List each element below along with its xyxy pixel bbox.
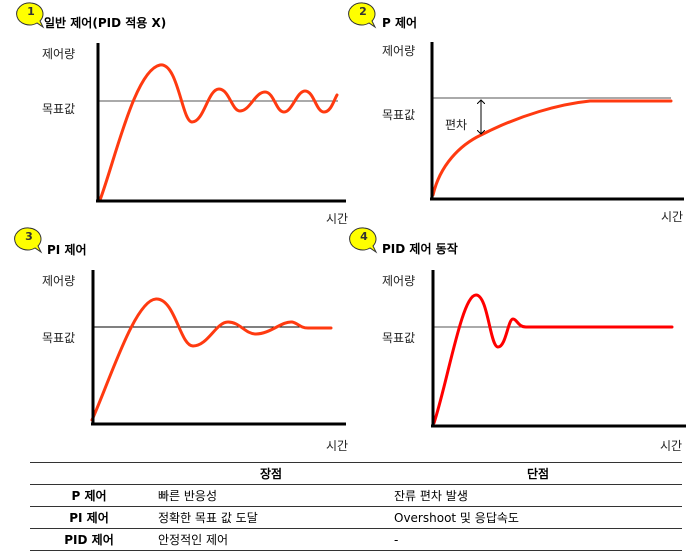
panel-2-title: P 제어 [382,16,418,30]
panel-2-target-label: 목표값 [382,108,416,122]
chart-pi-control [90,270,346,426]
badge-3-number: 3 [25,230,33,243]
row-advantage: 정확한 목표 값 도달 [148,506,394,529]
panel-1-target-label: 목표값 [42,102,76,116]
badge-2-icon [348,2,377,29]
panel-3-x-label: 시간 [326,439,349,453]
response-curve [90,297,333,422]
badge-4-icon [349,227,378,254]
response-curve [431,99,673,197]
panel-1-title: 일반 제어(PID 적용 X) [44,16,167,30]
panel-4-target-label: 목표값 [382,331,416,345]
panel-2-x-label: 시간 [661,210,684,224]
row-advantage: 안정적인 제어 [148,528,394,551]
panel-4-x-label: 시간 [660,439,683,453]
panel-3-y-label: 제어량 [42,274,76,288]
table-row: PI 제어 정확한 목표 값 도달 Overshoot 및 응답속도 [30,506,682,529]
panel-4-title: PID 제어 동작 [382,242,458,256]
panel-3-target-label: 목표값 [42,331,76,345]
badge-1-number: 1 [27,5,35,18]
comparison-table: 장점 단점 P 제어 빠른 반응성 잔류 편차 발생 PI 제어 정확한 목표 … [30,462,682,551]
response-curve [432,293,674,425]
row-disadvantage: Overshoot 및 응답속도 [394,506,682,529]
badge-2-number: 2 [359,5,367,18]
table-row: P 제어 빠른 반응성 잔류 편차 발생 [30,484,682,507]
row-disadvantage: - [394,528,682,551]
chart-p-control [430,42,684,201]
row-disadvantage: 잔류 편차 발생 [394,484,682,507]
charts-canvas [14,2,686,428]
panel-2-y-label: 제어량 [382,44,416,58]
panel-4-y-label: 제어량 [382,274,416,288]
response-curve [98,63,339,202]
badge-3-icon [14,227,43,254]
row-name: PID 제어 [30,528,148,551]
panel-1-y-label: 제어량 [42,47,76,61]
header-advantages: 장점 [148,462,394,485]
badge-1-icon [16,2,45,29]
table-header-row: 장점 단점 [30,462,682,485]
chart-general-control [96,43,346,203]
panel-1-x-label: 시간 [326,212,349,226]
header-disadvantages: 단점 [394,462,682,485]
table-row: PID 제어 안정적인 제어 - [30,528,682,551]
badge-4-number: 4 [360,230,368,243]
panel-2-offset-label: 편차 [445,118,468,132]
header-empty [30,462,148,485]
panel-3-title: PI 제어 [47,243,87,257]
row-advantage: 빠른 반응성 [148,484,394,507]
row-name: PI 제어 [30,506,148,529]
chart-pid-control [431,270,686,428]
row-name: P 제어 [30,484,148,507]
